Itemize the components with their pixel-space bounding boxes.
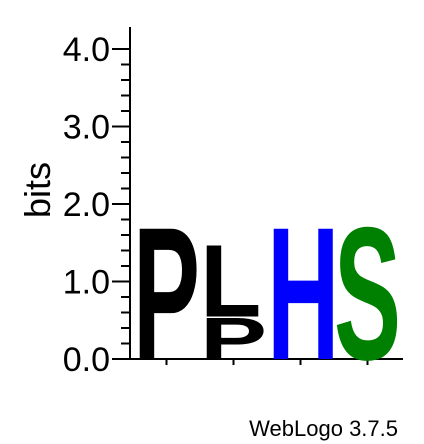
y-axis: 0.0 1.0 2.0 3.0 4.0	[63, 27, 131, 379]
logo-letter-H: H	[267, 189, 340, 400]
logo-letter-L: L	[200, 223, 261, 338]
y-axis-label: bits	[17, 162, 58, 218]
y-tick-label: 1.0	[63, 264, 110, 302]
logo-stacks: P PL HS	[133, 189, 401, 400]
x-axis	[129, 358, 403, 365]
weblogo-version-label: WebLogo 3.7.5	[249, 416, 398, 441]
y-tick-label: 4.0	[63, 31, 110, 69]
logo-letter-P: P	[133, 189, 200, 400]
y-tick-label: 0.0	[63, 341, 110, 379]
logo-letter-S: S	[334, 189, 401, 400]
logo-letter-P: P	[200, 306, 267, 372]
y-tick-label: 2.0	[63, 186, 110, 224]
y-tick-label: 3.0	[63, 109, 110, 147]
